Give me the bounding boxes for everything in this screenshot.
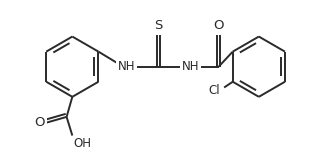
Text: NH: NH xyxy=(182,60,200,73)
Text: OH: OH xyxy=(74,137,92,150)
Text: NH: NH xyxy=(118,60,136,73)
Text: O: O xyxy=(214,19,224,32)
Text: S: S xyxy=(154,19,163,32)
Text: O: O xyxy=(35,116,45,129)
Text: Cl: Cl xyxy=(208,84,220,97)
